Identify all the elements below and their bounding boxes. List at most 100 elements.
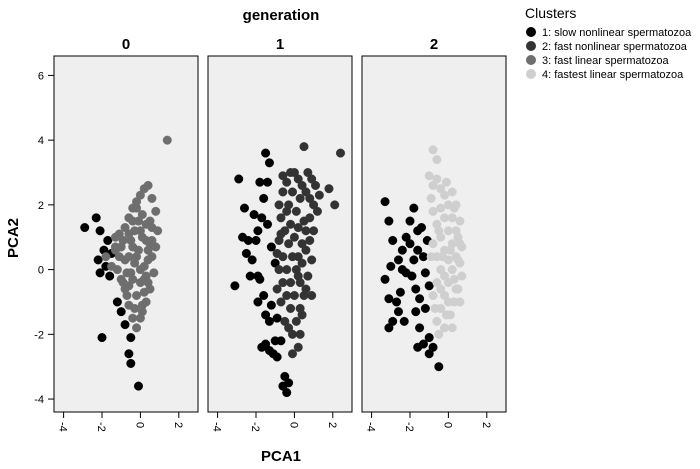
- y-tick-label: 4: [38, 135, 44, 147]
- data-point: [251, 235, 261, 245]
- data-point: [384, 294, 394, 304]
- legend: Clusters 1: slow nonlinear spermatozoa 2:…: [525, 5, 692, 81]
- data-point: [388, 235, 398, 245]
- y-tick-label: 0: [38, 265, 44, 277]
- data-point: [409, 203, 419, 213]
- data-point: [312, 206, 322, 216]
- data-point: [80, 223, 90, 233]
- x-tick-label: 2: [172, 422, 184, 428]
- data-point: [234, 174, 244, 184]
- data-point: [272, 352, 282, 362]
- data-point: [284, 200, 294, 210]
- legend-swatch: [526, 27, 536, 37]
- data-point: [434, 362, 444, 372]
- x-tick-label: 0: [441, 422, 453, 428]
- data-point: [276, 229, 286, 239]
- data-point: [314, 190, 324, 200]
- data-point: [415, 323, 425, 333]
- data-point: [289, 232, 299, 242]
- data-point: [413, 342, 423, 352]
- data-point: [259, 290, 269, 300]
- panel-background: [361, 55, 507, 413]
- data-point: [443, 226, 453, 236]
- data-point: [145, 216, 155, 226]
- data-point: [147, 193, 157, 203]
- data-point: [380, 197, 390, 207]
- data-point: [449, 203, 459, 213]
- data-point: [411, 284, 421, 294]
- panel-label: 2: [430, 36, 438, 53]
- legend-label: 3: fast linear spermatozoa: [542, 55, 669, 67]
- x-tick-label: -4: [211, 422, 223, 432]
- data-point: [95, 226, 105, 236]
- data-point: [420, 303, 430, 313]
- x-tick-label: 2: [326, 422, 338, 428]
- data-point: [405, 239, 415, 249]
- data-point: [293, 271, 303, 281]
- data-point: [126, 268, 136, 278]
- legend-label: 4: fastest linear spermatozoa: [542, 69, 684, 81]
- data-point: [293, 342, 303, 352]
- data-point: [424, 171, 434, 181]
- x-tick-label: -2: [249, 422, 261, 432]
- data-point: [393, 255, 403, 265]
- data-point: [445, 245, 455, 255]
- data-point: [384, 216, 394, 226]
- data-point: [413, 226, 423, 236]
- x-tick-label: 0: [133, 422, 145, 428]
- data-point: [272, 248, 282, 258]
- data-point: [282, 265, 292, 275]
- data-point: [230, 281, 240, 291]
- data-point: [286, 303, 296, 313]
- data-point: [253, 297, 263, 307]
- data-point: [293, 223, 303, 233]
- data-point: [297, 310, 307, 320]
- data-point: [126, 358, 136, 368]
- data-point: [245, 271, 255, 281]
- data-point: [457, 242, 467, 252]
- data-point: [153, 226, 163, 236]
- data-point: [297, 258, 307, 268]
- data-point: [124, 281, 134, 291]
- data-point: [276, 297, 286, 307]
- data-point: [449, 274, 459, 284]
- data-point: [424, 281, 434, 291]
- data-point: [432, 316, 442, 326]
- facet-panels: -4 -2 0 2 4 6 0 -4 -2 0 2 1 -4 -2 0 2 2 -4 -2 0 2: [34, 36, 507, 432]
- data-point: [287, 187, 297, 197]
- data-point: [411, 307, 421, 317]
- data-point: [441, 177, 451, 187]
- data-point: [132, 323, 142, 333]
- data-point: [132, 252, 142, 262]
- legend-title: Clusters: [525, 5, 576, 21]
- data-point: [132, 203, 142, 213]
- data-point: [305, 235, 315, 245]
- data-point: [436, 203, 446, 213]
- data-point: [428, 239, 438, 249]
- y-tick-label: 2: [38, 200, 44, 212]
- x-tick-label: 2: [480, 422, 492, 428]
- data-point: [105, 271, 115, 281]
- data-point: [330, 200, 340, 210]
- data-point: [147, 252, 157, 262]
- data-point: [286, 219, 296, 229]
- data-point: [291, 316, 301, 326]
- data-point: [263, 177, 273, 187]
- data-point: [438, 252, 448, 262]
- data-point: [440, 213, 450, 223]
- data-point: [447, 187, 457, 197]
- data-point: [120, 320, 130, 330]
- data-point: [426, 193, 436, 203]
- data-point: [276, 213, 286, 223]
- x-axis-title: PCA1: [261, 448, 301, 465]
- legend-label: 2: fast nonlinear spermatozoa: [542, 41, 688, 53]
- legend-items: 1: slow nonlinear spermatozoa 2: fast non…: [526, 27, 692, 81]
- data-point: [276, 336, 286, 346]
- data-point: [128, 216, 138, 226]
- data-point: [141, 297, 151, 307]
- data-point: [284, 239, 294, 249]
- data-point: [295, 329, 305, 339]
- data-point: [432, 155, 442, 165]
- data-point: [299, 216, 309, 226]
- data-point: [278, 187, 288, 197]
